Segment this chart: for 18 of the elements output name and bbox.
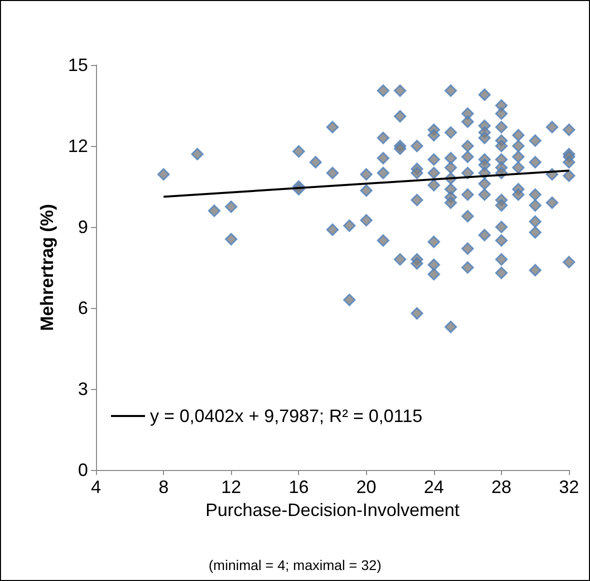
y-tick-label: 3	[78, 379, 88, 399]
text: (minimal = 4; maximal = 32)	[208, 557, 382, 573]
x-tick-label: 20	[356, 477, 376, 497]
y-tick-label: 6	[78, 298, 88, 318]
y-tick-label: 15	[68, 55, 88, 75]
y-tick-label: 12	[68, 136, 88, 156]
x-tick-label: 16	[288, 477, 309, 497]
x-tick-label: 8	[158, 477, 169, 497]
x-axis-title: Purchase-Decision-Involvement	[205, 500, 460, 520]
x-tick-label: 4	[90, 477, 102, 497]
y-tick-label: 0	[78, 460, 88, 480]
y-axis-title: Mehrertrag (%)	[37, 204, 57, 332]
x-tick-label: 24	[424, 477, 444, 497]
y-tick-label: 9	[78, 217, 88, 237]
legend-label: y = 0,0402x + 9,7987; R² = 0,0115	[150, 406, 422, 426]
x-tick-label: 32	[558, 477, 580, 497]
x-tick-label: 28	[491, 477, 512, 497]
x-tick-label: 12	[221, 477, 242, 497]
